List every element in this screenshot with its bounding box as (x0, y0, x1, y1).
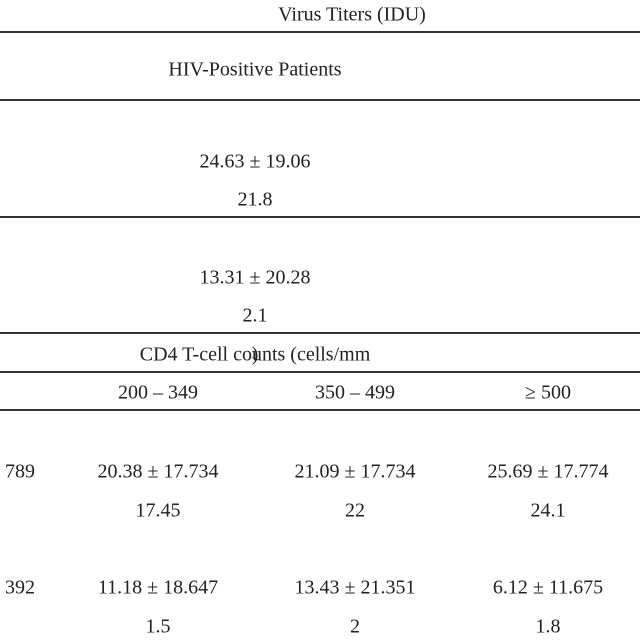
mean-sd: 25.69 ± 17.774 (487, 460, 609, 483)
median: 17.45 (135, 499, 181, 522)
median: 21.8 (237, 188, 273, 211)
column-header: ≥ 500 (525, 381, 571, 404)
cd4-header-sup: 3 (252, 347, 258, 362)
mean-sd: 11.18 ± 18.647 (97, 576, 219, 599)
group-header: HIV-Positive Patients (168, 58, 342, 81)
column-header: 200 – 349 (118, 381, 198, 404)
table-title: Virus Titers (IDU) (278, 3, 426, 26)
median: 1.8 (535, 615, 561, 638)
mean-sd: 20.38 ± 17.734 (97, 460, 219, 483)
median: 24.1 (530, 499, 566, 522)
rule (0, 216, 640, 218)
mean-sd: 13.43 ± 21.351 (294, 576, 416, 599)
rule (0, 99, 640, 101)
mean-sd: 21.09 ± 17.734 (294, 460, 416, 483)
rule (0, 332, 640, 334)
row-label: 789 (5, 460, 35, 483)
row-label: 392 (5, 576, 35, 599)
mean-sd: 6.12 ± 11.675 (492, 576, 604, 599)
column-header: 350 – 499 (315, 381, 395, 404)
cd4-header-text: CD4 T-cell counts (cells/mm (139, 343, 371, 366)
median: 22 (345, 499, 365, 522)
rule (0, 371, 640, 373)
mean-sd: 24.63 ± 19.06 (199, 150, 311, 173)
median: 2.1 (242, 304, 268, 327)
mean-sd: 13.31 ± 20.28 (199, 266, 311, 289)
rule (0, 31, 640, 33)
rule (0, 409, 640, 411)
median: 2 (350, 615, 360, 638)
median: 1.5 (145, 615, 171, 638)
cd4-header-suffix: ) (251, 343, 259, 366)
